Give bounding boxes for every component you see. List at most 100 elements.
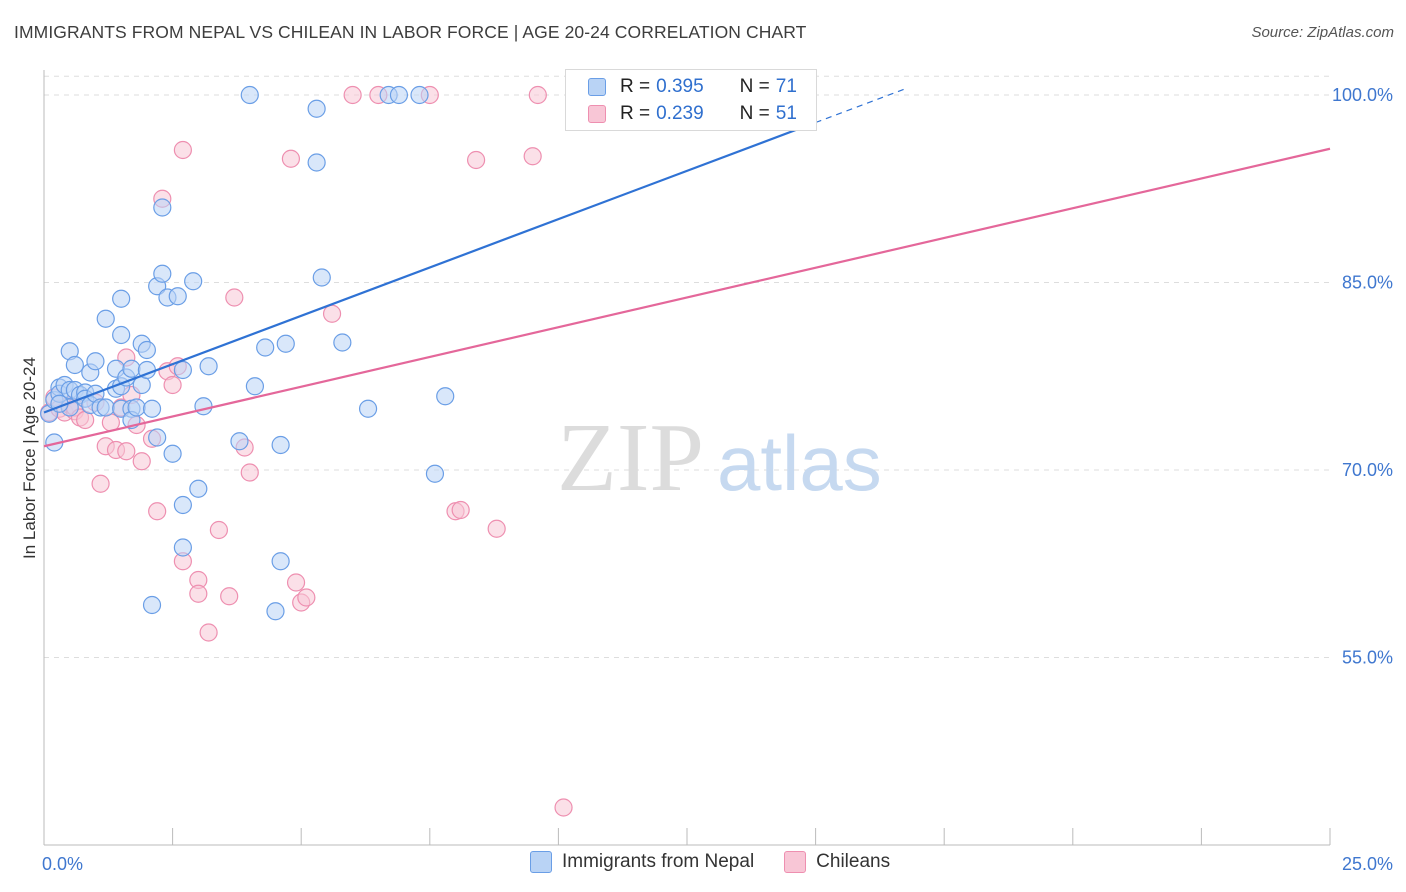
point-nepal	[142, 595, 162, 615]
point-nepal	[425, 464, 445, 483]
point-nepal	[163, 444, 182, 463]
legend-nepal-n-value: 71	[775, 76, 797, 97]
point-nepal	[168, 287, 187, 306]
point-nepal	[307, 153, 326, 172]
point-chilean	[286, 573, 306, 592]
legend-chilean-r-label: R =	[620, 103, 651, 124]
legend-nepal-r-label: R =	[620, 76, 651, 97]
legend-swatch-nepal	[588, 78, 606, 96]
bottom-legend-chilean-label: Chileans	[816, 851, 891, 872]
point-chilean	[91, 474, 110, 493]
point-nepal	[173, 538, 192, 557]
point-chilean	[148, 502, 167, 521]
point-nepal	[112, 289, 131, 308]
point-nepal	[184, 272, 203, 291]
y-tick-labels: 55.0% 70.0% 85.0% 100.0%	[1332, 85, 1393, 668]
point-nepal	[312, 268, 331, 287]
legend-chilean-n-label: N =	[739, 103, 770, 124]
y-tick-label: 55.0%	[1342, 648, 1393, 668]
point-nepal	[333, 333, 352, 352]
point-chilean	[523, 147, 542, 166]
x-tick-labels: 0.0% 25.0%	[42, 854, 1393, 874]
axes	[43, 70, 1331, 846]
point-nepal	[271, 435, 290, 455]
legend-row-chilean: R = 0.239 N = 51	[588, 102, 797, 126]
point-nepal	[276, 334, 295, 353]
y-tick-label: 70.0%	[1342, 460, 1393, 480]
point-chilean	[240, 463, 259, 482]
point-nepal	[266, 602, 285, 621]
point-chilean	[466, 150, 486, 170]
point-nepal	[240, 85, 259, 105]
point-nepal	[389, 85, 409, 105]
trend-lines	[43, 87, 1331, 448]
legend-chilean-n-value: 51	[775, 103, 797, 124]
point-nepal	[65, 355, 84, 375]
point-nepal	[245, 377, 265, 396]
point-nepal	[86, 352, 105, 371]
point-chilean	[209, 520, 228, 540]
series-chileans-points	[40, 85, 573, 817]
point-nepal	[256, 338, 275, 357]
point-chilean	[199, 623, 218, 642]
point-nepal	[194, 397, 213, 416]
stats-legend: R = 0.395 N = 71 R = 0.239 N = 51	[565, 69, 817, 131]
chart-title: IMMIGRANTS FROM NEPAL VS CHILEAN IN LABO…	[14, 22, 807, 42]
point-nepal	[153, 198, 172, 217]
point-chilean	[322, 304, 342, 323]
point-chilean	[189, 584, 208, 603]
point-nepal	[112, 325, 131, 345]
point-nepal	[436, 387, 455, 406]
point-nepal	[230, 432, 249, 451]
y-tick-label: 100.0%	[1332, 85, 1393, 105]
bottom-legend-chilean[interactable]: Chileans	[784, 851, 890, 873]
source-label: Source: ZipAtlas.com	[1251, 24, 1394, 41]
point-nepal	[410, 85, 429, 105]
point-nepal	[137, 340, 156, 360]
point-chilean	[281, 149, 301, 168]
point-nepal	[199, 357, 218, 376]
legend-swatch-chilean	[588, 105, 606, 123]
point-nepal	[307, 99, 326, 118]
series-nepal-points	[40, 85, 455, 621]
point-nepal	[127, 398, 146, 417]
legend-chilean-r-value: 0.239	[656, 103, 704, 124]
point-chilean	[117, 442, 136, 461]
point-chilean	[132, 452, 151, 471]
x-tick-label-max: 25.0%	[1342, 854, 1393, 874]
bottom-legend-nepal[interactable]: Immigrants from Nepal	[530, 851, 754, 873]
bottom-legend: Immigrants from Nepal Chileans	[530, 851, 920, 873]
point-chilean	[528, 85, 547, 105]
point-chilean	[163, 375, 182, 395]
grid-lines	[44, 75, 1330, 658]
point-nepal	[142, 399, 162, 418]
watermark-zip: ZIP	[557, 404, 704, 512]
point-nepal	[148, 428, 167, 447]
point-chilean	[297, 588, 316, 607]
point-chilean	[220, 587, 239, 606]
watermark: ZIP atlas	[557, 404, 882, 512]
legend-row-nepal: R = 0.395 N = 71	[588, 75, 797, 99]
point-chilean	[451, 500, 470, 520]
x-tick-label-min: 0.0%	[42, 854, 83, 874]
point-chilean	[343, 85, 362, 105]
point-chilean	[173, 140, 192, 160]
point-nepal	[271, 552, 290, 571]
point-nepal	[122, 359, 141, 378]
point-nepal	[96, 398, 115, 417]
point-chilean	[554, 798, 573, 817]
point-nepal	[189, 479, 208, 498]
point-nepal	[153, 264, 172, 283]
bottom-legend-swatch-chilean	[784, 851, 807, 873]
trend-line-chilean	[43, 147, 1331, 448]
legend-nepal-n-label: N =	[739, 76, 770, 97]
point-chilean	[225, 288, 244, 307]
point-nepal	[358, 399, 378, 418]
point-chilean	[487, 519, 506, 538]
y-tick-label: 85.0%	[1342, 273, 1393, 293]
trend-line-nepal-extension	[815, 87, 909, 124]
trend-line-nepal	[43, 121, 816, 414]
point-nepal	[96, 309, 115, 328]
y-axis-label: In Labor Force | Age 20-24	[20, 357, 39, 559]
